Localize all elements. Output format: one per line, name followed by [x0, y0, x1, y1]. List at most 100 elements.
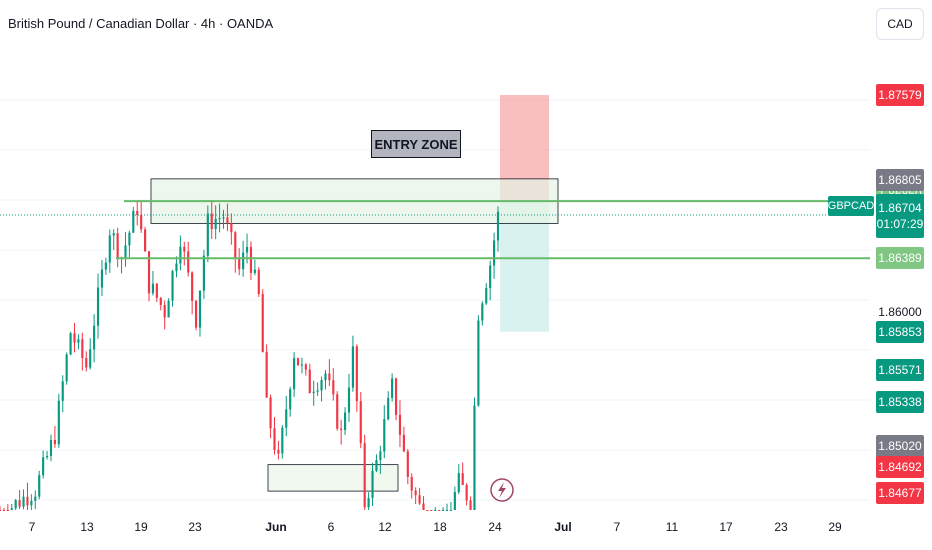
candle-body: [2, 510, 5, 511]
candle-body: [324, 373, 327, 381]
candle-body: [289, 389, 292, 410]
time-tick: 29: [828, 520, 842, 534]
candle-body: [304, 364, 307, 370]
candle-body: [434, 510, 437, 511]
candle-body: [379, 451, 382, 460]
candle-body: [234, 232, 237, 259]
candle-body: [38, 475, 41, 497]
candle-body: [61, 381, 64, 401]
candle-body: [128, 232, 131, 246]
candle-body: [453, 492, 456, 510]
candle-body: [359, 401, 362, 444]
time-tick: 11: [665, 520, 679, 534]
candle-body: [343, 412, 347, 431]
candle-body: [332, 380, 335, 395]
time-tick: 23: [188, 520, 202, 534]
horizontal-lines-layer: [0, 200, 870, 260]
current-price-value: 1.86704: [878, 201, 922, 215]
candle-body: [89, 349, 92, 368]
candle-body: [100, 269, 104, 288]
candle-body: [442, 510, 445, 511]
candle-body: [469, 500, 472, 510]
candle-body: [65, 354, 68, 382]
candle-body: [367, 498, 370, 508]
candle-body: [277, 449, 280, 454]
price-tag: 1.84677: [876, 482, 924, 504]
candle-body: [245, 246, 249, 253]
candle-body: [249, 246, 253, 273]
candle-body: [183, 246, 186, 252]
candle-body: [140, 214, 143, 230]
candle-body: [363, 443, 366, 508]
candle-body: [167, 300, 170, 318]
candle-body: [449, 510, 453, 511]
chart-title: British Pound / Canadian Dollar · 4h · O…: [8, 16, 274, 31]
candle-body: [159, 297, 162, 305]
support-zone-box: [267, 464, 399, 492]
candle-body: [222, 217, 225, 219]
entry-zone-label[interactable]: ENTRY ZONE: [371, 130, 461, 158]
candle-body: [422, 503, 425, 510]
candle-body: [418, 495, 421, 504]
candle-body: [226, 217, 229, 223]
candle-body: [155, 283, 158, 298]
candle-body: [383, 419, 386, 452]
time-tick: 17: [719, 520, 733, 534]
candle-body: [308, 369, 311, 394]
candle-body: [387, 397, 390, 420]
candle-body: [34, 496, 37, 501]
candle-body: [116, 233, 119, 259]
candle-body: [316, 390, 319, 392]
time-tick: 7: [613, 520, 621, 534]
candle-body: [49, 439, 53, 456]
candle-body: [194, 300, 198, 328]
candle-body: [187, 251, 190, 273]
candle-body: [355, 346, 358, 402]
candle-body: [85, 357, 88, 368]
currency-button[interactable]: CAD: [876, 8, 924, 40]
candle-body: [457, 473, 460, 493]
candle-body: [45, 455, 49, 458]
candle-body: [293, 358, 296, 390]
candle-body: [202, 255, 205, 291]
price-tag: 1.85853: [876, 320, 924, 343]
time-tick: 12: [378, 520, 392, 534]
candle-body: [22, 496, 25, 507]
price-tag: 1.85571: [876, 359, 924, 382]
candle-body: [465, 484, 468, 501]
candle-body: [198, 290, 202, 328]
candle-body: [445, 510, 449, 511]
candle-body: [296, 358, 300, 365]
candle-body: [300, 364, 304, 366]
candle-body: [214, 219, 217, 230]
candle-body: [473, 405, 476, 510]
candle-body: [242, 252, 245, 270]
price-tick: 1.86000: [878, 304, 922, 319]
candle-body: [26, 496, 29, 506]
candle-body: [53, 439, 56, 445]
candle-body: [485, 288, 488, 304]
candle-body: [257, 269, 260, 294]
candles-layer: [0, 199, 500, 511]
candle-body: [347, 387, 351, 413]
candle-body: [489, 265, 492, 289]
candle-body: [93, 325, 96, 350]
price-tag: 1.84692: [876, 456, 924, 478]
candle-body: [285, 409, 288, 428]
candle-body: [136, 210, 139, 215]
candle-body: [0, 510, 2, 511]
candle-body: [175, 263, 178, 272]
candle-body: [402, 434, 405, 452]
signal-icon[interactable]: [490, 478, 514, 502]
candle-body: [477, 320, 480, 406]
candle-body: [426, 510, 429, 511]
candle-body: [206, 213, 209, 256]
candle-body: [108, 235, 111, 263]
candle-body: [132, 210, 135, 233]
candle-body: [438, 510, 441, 511]
candle-body: [124, 245, 127, 258]
candle-body: [336, 394, 339, 429]
candle-body: [147, 251, 151, 294]
price-tag: 1.86389: [876, 247, 924, 270]
